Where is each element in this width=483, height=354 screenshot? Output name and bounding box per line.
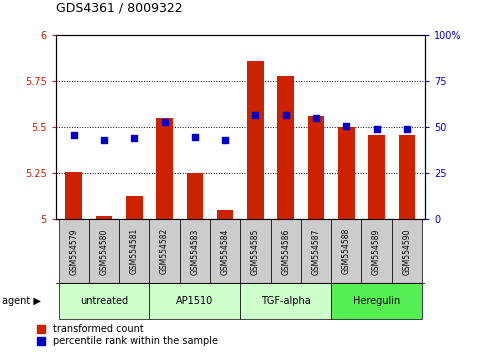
Bar: [247, 61, 264, 219]
Point: [403, 126, 411, 132]
Bar: [398, 135, 415, 219]
Point: [282, 112, 290, 118]
Point: [342, 123, 350, 129]
Bar: [149, 283, 241, 319]
Point: [161, 119, 169, 125]
Text: agent ▶: agent ▶: [2, 296, 41, 306]
Point: [373, 126, 381, 132]
Bar: [186, 173, 203, 219]
Bar: [392, 219, 422, 283]
Bar: [58, 219, 89, 283]
Text: GSM554590: GSM554590: [402, 228, 412, 275]
Text: Heregulin: Heregulin: [353, 296, 400, 306]
Bar: [96, 216, 113, 219]
Text: GSM554585: GSM554585: [251, 228, 260, 275]
Bar: [277, 76, 294, 219]
Bar: [210, 219, 241, 283]
Text: GSM554587: GSM554587: [312, 228, 321, 275]
Legend: transformed count, percentile rank within the sample: transformed count, percentile rank withi…: [36, 324, 219, 347]
Text: GDS4361 / 8009322: GDS4361 / 8009322: [56, 1, 182, 14]
Bar: [308, 116, 325, 219]
Bar: [241, 219, 270, 283]
Bar: [331, 283, 422, 319]
Text: GSM554588: GSM554588: [342, 228, 351, 274]
Bar: [180, 219, 210, 283]
Bar: [361, 219, 392, 283]
Point: [100, 137, 108, 143]
Bar: [65, 172, 82, 219]
Text: GSM554581: GSM554581: [130, 228, 139, 274]
Bar: [331, 219, 361, 283]
Text: GSM554589: GSM554589: [372, 228, 381, 275]
Bar: [89, 219, 119, 283]
Bar: [126, 195, 142, 219]
Point: [221, 137, 229, 143]
Text: GSM554586: GSM554586: [281, 228, 290, 275]
Bar: [301, 219, 331, 283]
Bar: [368, 135, 385, 219]
Bar: [119, 219, 149, 283]
Point: [130, 136, 138, 141]
Text: GSM554584: GSM554584: [221, 228, 229, 275]
Text: GSM554583: GSM554583: [190, 228, 199, 275]
Text: GSM554582: GSM554582: [160, 228, 169, 274]
Bar: [270, 219, 301, 283]
Point: [312, 115, 320, 121]
Point: [191, 134, 199, 139]
Bar: [338, 127, 355, 219]
Bar: [217, 210, 233, 219]
Bar: [156, 118, 173, 219]
Bar: [149, 219, 180, 283]
Bar: [241, 283, 331, 319]
Point: [252, 112, 259, 118]
Text: AP1510: AP1510: [176, 296, 213, 306]
Text: GSM554579: GSM554579: [69, 228, 78, 275]
Text: GSM554580: GSM554580: [99, 228, 109, 275]
Point: [70, 132, 78, 138]
Text: TGF-alpha: TGF-alpha: [261, 296, 311, 306]
Bar: [58, 283, 149, 319]
Text: untreated: untreated: [80, 296, 128, 306]
